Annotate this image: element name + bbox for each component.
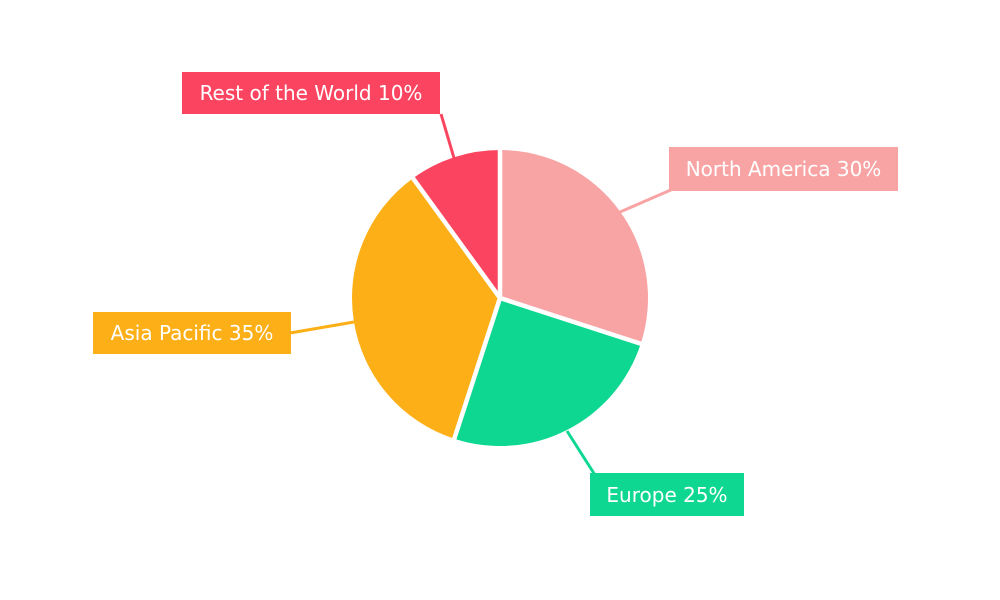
pie-slice-rest-of-the-world[interactable] (413, 150, 500, 298)
leader-line-north-america (619, 187, 674, 214)
pie-slice-europe[interactable] (454, 298, 641, 447)
slice-separator (451, 297, 503, 441)
leader-line-europe (565, 430, 597, 476)
slice-separator (499, 295, 643, 347)
pie-slice-north-america[interactable] (500, 150, 649, 344)
pie-slice-asia-pacific[interactable] (352, 178, 500, 439)
leader-line-asia-pacific (289, 320, 355, 335)
leader-line-rest-of-the-world (439, 113, 456, 159)
pie-label-north-america[interactable]: North America 30% (669, 147, 898, 191)
slice-separator (410, 176, 502, 300)
pie-label-asia-pacific[interactable]: Asia Pacific 35% (93, 312, 291, 354)
pie-label-europe[interactable]: Europe 25% (590, 473, 744, 516)
pie-label-rest-of-the-world[interactable]: Rest of the World 10% (182, 72, 440, 114)
